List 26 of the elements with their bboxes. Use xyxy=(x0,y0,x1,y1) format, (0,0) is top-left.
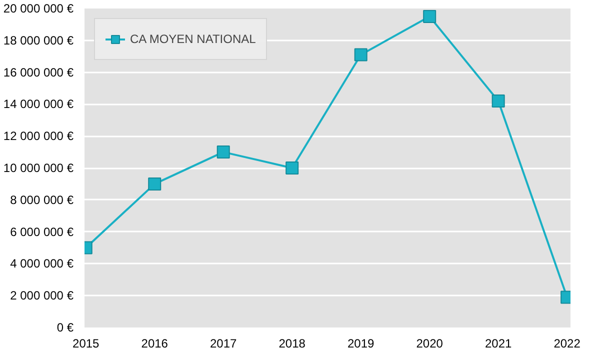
point xyxy=(216,146,230,159)
y-tick-label: 12 000 000 € xyxy=(3,129,74,144)
y-tick-label: 16 000 000 € xyxy=(3,65,74,80)
point xyxy=(354,48,368,62)
x-tick-label: 2020 xyxy=(416,336,444,350)
x-tick-label: 2017 xyxy=(210,336,238,350)
point xyxy=(423,10,436,23)
y-tick-label: 10 000 000 € xyxy=(3,161,74,175)
point xyxy=(286,162,299,174)
y-tick-label: 6 000 000 € xyxy=(10,224,74,239)
y-tick-label: 20 000 000 € xyxy=(3,2,74,16)
y-tick-label: 4 000 000 € xyxy=(10,256,74,271)
point xyxy=(148,177,162,190)
x-tick-label: 2022 xyxy=(554,336,581,350)
point xyxy=(492,94,505,108)
y-tick-label: 0 € xyxy=(56,320,74,334)
legend-label: CA MOYEN NATIONAL xyxy=(130,32,256,46)
x-tick-label: 2015 xyxy=(72,336,100,350)
x-tick-label: 2021 xyxy=(484,336,512,350)
y-tick-label: 2 000 000 € xyxy=(10,288,74,303)
y-tick-label: 8 000 000 € xyxy=(10,192,74,207)
x-tick-label: 2016 xyxy=(141,336,168,350)
y-tick-label: 14 000 000 € xyxy=(3,97,74,112)
y-tick-label: 18 000 000 € xyxy=(3,33,74,48)
x-tick-label: 2019 xyxy=(347,336,375,350)
x-tick-label: 2018 xyxy=(278,336,306,350)
